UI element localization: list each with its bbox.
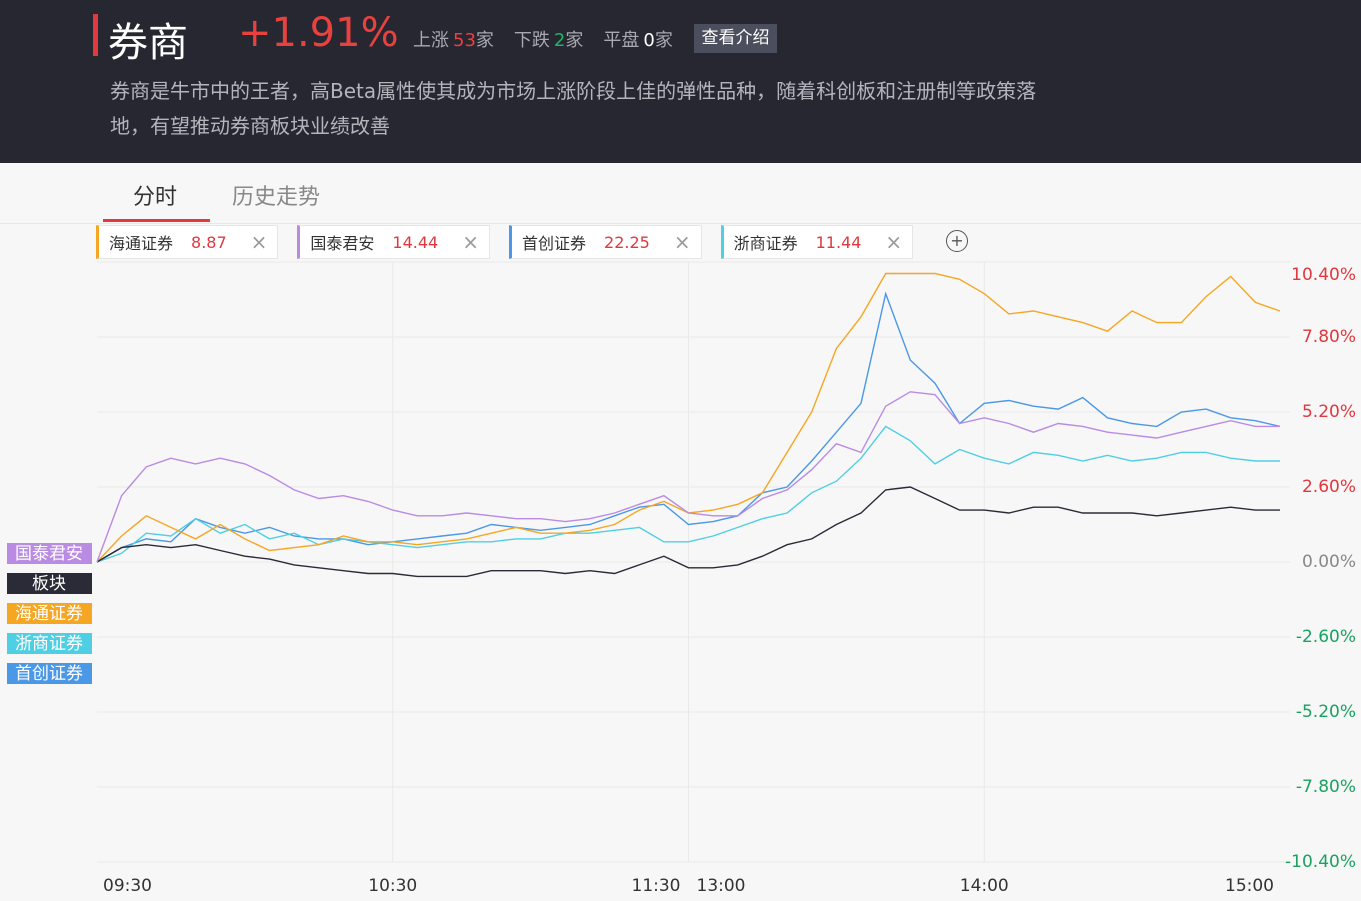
accent-bar (93, 14, 98, 56)
x-tick-label: 10:30 (368, 876, 417, 896)
series-line (96, 391, 1280, 563)
legend-label: 国泰君安 (15, 544, 83, 564)
series-line (96, 291, 1281, 563)
chip-price: 8.87 (191, 232, 227, 252)
chart: -10.40% -7.80% -5.20% -2.60% 0.00% 2.60% 5.20%… (7, 261, 1356, 896)
stat-label: 上涨 (413, 30, 449, 51)
legend-swatch (7, 573, 92, 594)
tabs: 分时 历史走势 (0, 163, 1361, 224)
legend-swatch (7, 543, 92, 564)
chip-name: 国泰君安 (310, 234, 375, 253)
stat-count: 0 (643, 30, 655, 51)
chip-name: 首创证券 (522, 234, 587, 253)
chips: 海通证券 8.87 × 国泰君安 14.44 × 首创证券 22.25 × 浙商证券 11.44 × (96, 225, 914, 259)
stock-chip: 首创证券 22.25 × (509, 225, 702, 259)
series-line (96, 425, 1280, 563)
x-tick-label: 11:30 (632, 876, 681, 896)
sector-title: 券商 (108, 20, 188, 66)
x-tick-label: 09:30 (103, 876, 152, 896)
stock-chip: 浙商证券 11.44 × (720, 225, 914, 259)
chip-close[interactable]: × (885, 230, 903, 254)
tab-underline (103, 219, 210, 222)
chip-close[interactable]: × (673, 230, 691, 254)
sector-change: +1.91% (238, 10, 399, 56)
stat: 上涨 53家 (413, 26, 494, 52)
y-tick-label: -5.20% (1296, 702, 1356, 722)
legend-label: 海通证券 (15, 604, 83, 624)
chip-name: 浙商证券 (733, 234, 798, 253)
description: 券商是牛市中的王者，高Beta属性使其成为市场上涨阶段上佳的弹性品种，随着科创板… (110, 79, 1037, 138)
x-tick-label: 13:00 (697, 876, 746, 896)
tab[interactable]: 历史走势 (232, 185, 321, 210)
y-tick-label: -7.80% (1296, 777, 1356, 797)
stat-unit: 家 (475, 30, 494, 51)
y-tick-label: 2.60% (1302, 477, 1356, 497)
chip-name: 海通证券 (109, 234, 174, 253)
intro-button[interactable]: 查看介绍 (694, 24, 777, 53)
legend-label: 浙商证券 (15, 634, 83, 654)
stat: 平盘 0家 (603, 26, 672, 52)
legend-label: 板块 (32, 574, 66, 594)
y-tick-label: -2.60% (1296, 627, 1356, 647)
stat-count: 53 (453, 30, 476, 51)
stat-unit: 家 (565, 30, 584, 51)
stat-label: 下跌 (513, 30, 550, 51)
x-tick-label: 15:00 (1225, 876, 1274, 896)
legend-swatch (7, 633, 92, 654)
stats: 上涨 53家 下跌 2家 平盘 0家 (413, 26, 673, 52)
legend-swatch (7, 663, 92, 684)
x-tick-label: 14:00 (960, 876, 1009, 896)
stock-chip: 海通证券 8.87 × (96, 225, 279, 259)
legend-label: 首创证券 (15, 664, 83, 684)
chip-close[interactable]: × (462, 230, 479, 254)
y-tick-label: 5.20% (1302, 402, 1356, 422)
y-tick-label: 10.40% (1291, 265, 1356, 285)
legend-swatch (7, 603, 92, 624)
chip-close[interactable]: × (250, 230, 268, 254)
stat: 下跌 2家 (514, 26, 583, 52)
stat-label: 平盘 (603, 30, 640, 51)
stock-chip: 国泰君安 14.44 × (297, 225, 490, 259)
series-line (96, 486, 1280, 578)
y-tick-label: 0.00% (1302, 552, 1356, 572)
header: 券商 +1.91% 上涨 53家 下跌 2家 平盘 0家 查看介绍 券商是牛市中的王者，高… (0, 0, 1361, 163)
add-button[interactable]: + (946, 230, 968, 252)
y-tick-label: -10.40% (1285, 852, 1356, 872)
stat-count: 2 (553, 30, 566, 51)
tab[interactable]: 分时 (133, 185, 178, 210)
stat-unit: 家 (654, 30, 673, 51)
chip-price: 14.44 (392, 232, 439, 252)
chip-price: 22.25 (604, 232, 650, 252)
chip-price: 11.44 (815, 232, 862, 252)
y-tick-label: 7.80% (1302, 327, 1356, 347)
